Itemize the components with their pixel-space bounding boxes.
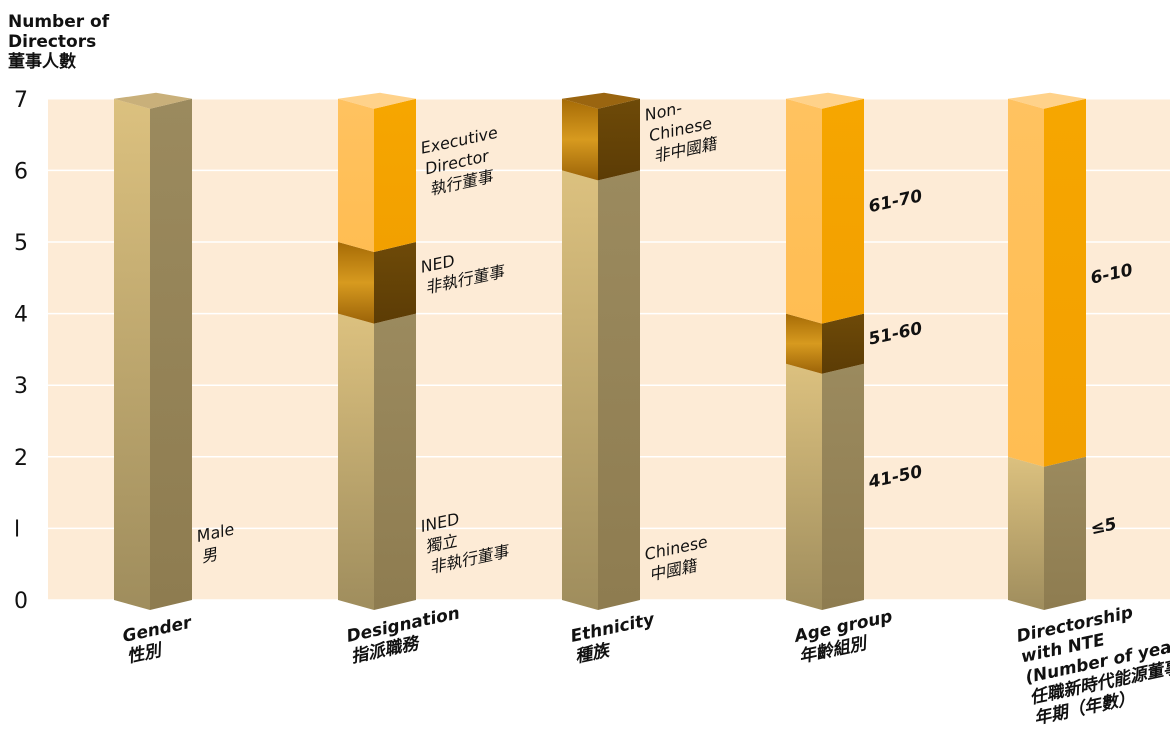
y-axis-title-line: 董事人數	[8, 52, 76, 72]
bar-segment-side	[150, 98, 192, 611]
category-label-line: Ethnicity	[569, 609, 657, 646]
bar-segment-front	[562, 98, 598, 181]
bar-top-cap	[114, 92, 192, 109]
y-tick-label: l	[14, 517, 20, 542]
y-tick-label: 4	[14, 303, 28, 328]
y-tick-label: 3	[14, 374, 28, 399]
y-tick-label: 6	[14, 159, 28, 184]
y-axis-title-line: Number of	[8, 12, 110, 32]
bar-segment-side	[1044, 456, 1086, 610]
category-label: Directorshipwith NTE(Number of years)任職新…	[1015, 591, 1170, 729]
category-label: Age group年齡組別	[791, 607, 899, 668]
bar-segment-side	[822, 313, 864, 374]
y-tick-label: 5	[14, 231, 28, 256]
y-tick-label: 7	[14, 88, 28, 113]
bar-segment-side	[374, 242, 416, 324]
bar-top-cap	[562, 92, 640, 109]
y-tick-label: 2	[14, 446, 28, 471]
bar-top-cap	[786, 92, 864, 109]
bar-top-cap	[338, 92, 416, 109]
segment-label-line: 男	[199, 544, 220, 566]
bar-segment-side	[374, 313, 416, 610]
bar-segment-front	[786, 98, 822, 324]
bar-segment-front	[338, 98, 374, 252]
bar-segment-front	[562, 170, 598, 610]
bar-segment-side	[1044, 98, 1086, 467]
bar-segment-side	[822, 363, 864, 610]
y-axis-title-line: Directors	[8, 32, 97, 52]
category-label: Designation指派職務	[345, 603, 466, 667]
bar-segment-side	[598, 98, 640, 181]
category-label: Ethnicity種族	[569, 609, 661, 667]
bar-segment-front	[1008, 456, 1044, 610]
category-label: Gender性別	[121, 613, 199, 668]
bar-segment-front	[1008, 98, 1044, 467]
bar-segment-side	[598, 170, 640, 610]
y-axis-title: Number of Directors 董事人數	[8, 12, 109, 72]
bar-segment-front	[338, 242, 374, 324]
bar-segment-side	[374, 98, 416, 252]
bar-segment-front	[786, 313, 822, 374]
bar-segment-side	[822, 98, 864, 324]
y-tick-label: 0	[14, 589, 28, 614]
bar-segment-front	[786, 363, 822, 610]
bar-top-cap	[1008, 92, 1086, 109]
bar-segment-front	[338, 313, 374, 610]
bar-segment-front	[114, 98, 150, 611]
